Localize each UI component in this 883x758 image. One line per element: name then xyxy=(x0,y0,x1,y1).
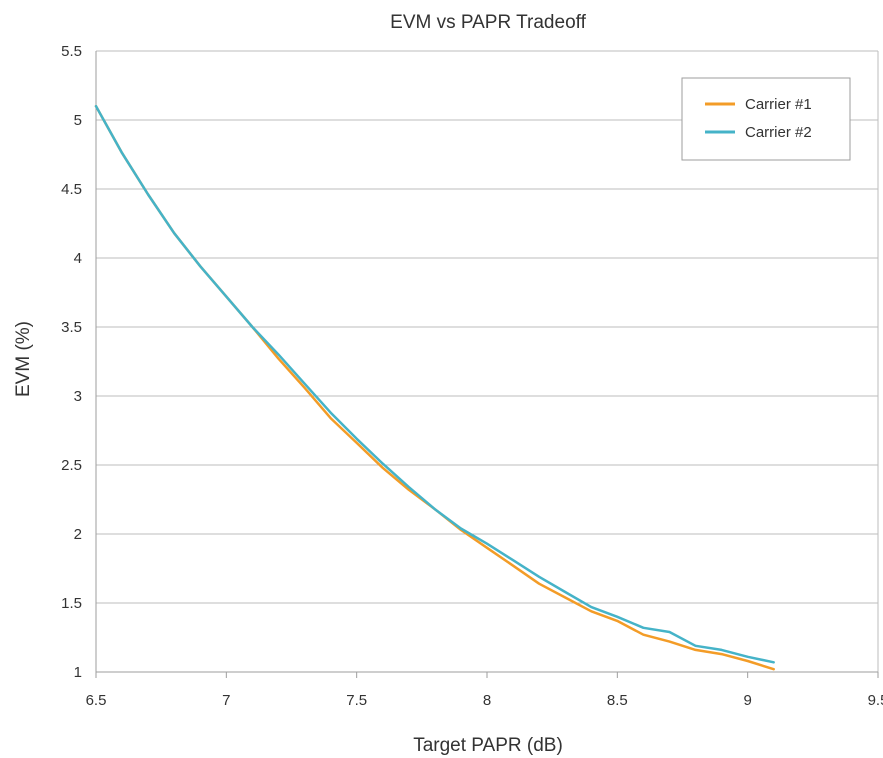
legend-box xyxy=(681,77,851,161)
y-tick-label: 1.5 xyxy=(61,595,82,612)
x-axis-label: Target PAPR (dB) xyxy=(413,735,563,756)
y-axis-label: EVM (%) xyxy=(13,321,34,397)
y-tick-label: 4 xyxy=(74,250,82,267)
y-tick-label: 5.5 xyxy=(61,43,82,60)
legend-label-carrier-2: Carrier #2 xyxy=(745,124,812,141)
legend-label-carrier-1: Carrier #1 xyxy=(745,96,812,113)
x-tick-label: 8 xyxy=(483,692,491,709)
x-tick-label: 7 xyxy=(222,692,230,709)
y-tick-label: 3.5 xyxy=(61,319,82,336)
chart-title: EVM vs PAPR Tradeoff xyxy=(390,12,586,33)
legend: Carrier #1 Carrier #2 xyxy=(681,77,851,161)
y-axis-ticks: 1 1.5 2 2.5 3 3.5 4 4.5 5 5.5 xyxy=(61,43,82,681)
x-axis-ticks: 6.5 7 7.5 8 8.5 9 9.5 xyxy=(86,672,883,709)
y-tick-label: 2.5 xyxy=(61,457,82,474)
x-tick-label: 8.5 xyxy=(607,692,628,709)
y-tick-label: 2 xyxy=(74,526,82,543)
x-tick-label: 7.5 xyxy=(346,692,367,709)
x-tick-label: 6.5 xyxy=(86,692,107,709)
series-line-carrier-2 xyxy=(94,104,775,664)
grid-lines xyxy=(96,50,879,672)
series-line-carrier-1 xyxy=(94,104,775,671)
y-tick-label: 5 xyxy=(74,112,82,129)
y-tick-label: 3 xyxy=(74,388,82,405)
series-lines xyxy=(94,104,775,671)
y-tick-label: 1 xyxy=(74,664,82,681)
x-tick-label: 9.5 xyxy=(868,692,883,709)
y-tick-label: 4.5 xyxy=(61,181,82,198)
x-tick-label: 9 xyxy=(743,692,751,709)
